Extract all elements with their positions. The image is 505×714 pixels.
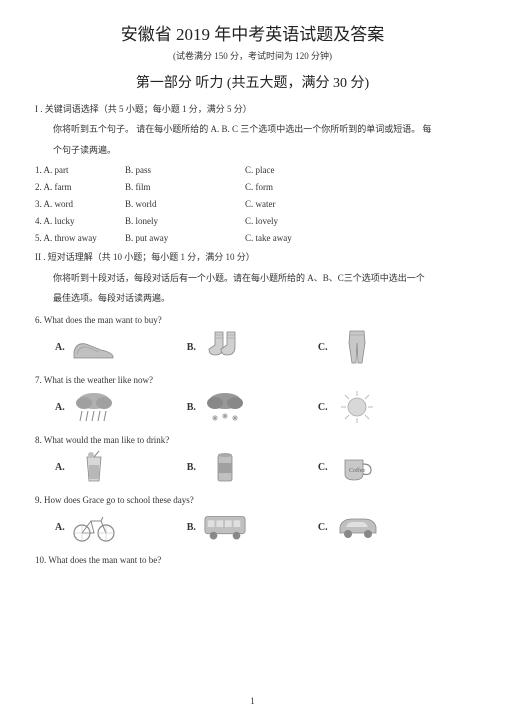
q6-a-letter: A. — [55, 342, 65, 353]
bus-icon — [202, 509, 248, 545]
q10-text: 10. What does the man want to be? — [35, 555, 470, 565]
q7-b-letter: B. — [187, 402, 196, 413]
q3-a: 3. A. word — [35, 199, 125, 209]
q2-b: B. film — [125, 182, 245, 192]
q8-a-letter: A. — [55, 462, 65, 473]
q8-opt-c: C. Coffee — [318, 449, 380, 485]
coffee-cup-icon: Coffee — [334, 449, 380, 485]
q6-text: 6. What does the man want to buy? — [35, 315, 470, 325]
q5-a: 5. A. throw away — [35, 233, 125, 243]
q5-c: C. take away — [245, 233, 365, 243]
document-subtitle: (试卷满分 150 分，考试时间为 120 分钟) — [35, 49, 470, 62]
q7-c-letter: C. — [318, 402, 328, 413]
q8-text: 8. What would the man like to drink? — [35, 435, 470, 445]
q5-b: B. put away — [125, 233, 245, 243]
snow-icon — [202, 389, 248, 425]
q4-b: B. lonely — [125, 216, 245, 226]
part1-label: I . 关键词语选择（共 5 小题；每小题 1 分，满分 5 分） — [35, 102, 470, 116]
q6-c-letter: C. — [318, 342, 328, 353]
q8-options: A. B. C. Coffee — [35, 449, 470, 485]
q2-a: 2. A. farm — [35, 182, 125, 192]
q9-options: A. B. C. — [35, 509, 470, 545]
q4-c: C. lovely — [245, 216, 365, 226]
q7-opt-b: B. — [187, 389, 248, 425]
juice-glass-icon — [71, 449, 117, 485]
q9-opt-c: C. — [318, 509, 380, 545]
q8-opt-a: A. — [55, 449, 117, 485]
q7-text: 7. What is the weather like now? — [35, 375, 470, 385]
q9-opt-a: A. — [55, 509, 117, 545]
section-title: 第一部分 听力 (共五大题，满分 30 分) — [35, 72, 470, 92]
q5-row: 5. A. throw away B. put away C. take awa… — [35, 233, 470, 243]
pants-icon — [334, 329, 380, 365]
socks-icon — [202, 329, 248, 365]
can-icon — [202, 449, 248, 485]
q6-opt-c: C. — [318, 329, 380, 365]
q1-b: B. pass — [125, 165, 245, 175]
q8-c-letter: C. — [318, 462, 328, 473]
part2-instruction-1: 你将听到十段对话，每段对话后有一个小题。请在每小题所给的 A、B、C三个选项中选… — [35, 271, 470, 285]
part2-instruction-2: 最佳选项。每段对话读两遍。 — [35, 291, 470, 305]
shoes-icon — [71, 329, 117, 365]
q6-opt-a: A. — [55, 329, 117, 365]
q4-row: 4. A. lucky B. lonely C. lovely — [35, 216, 470, 226]
q9-b-letter: B. — [187, 522, 196, 533]
q1-row: 1. A. part B. pass C. place — [35, 165, 470, 175]
q9-opt-b: B. — [187, 509, 248, 545]
part1-instruction-1: 你将听到五个句子。 请在每小题所给的 A. B. C 三个选项中选出一个你所听到… — [35, 122, 470, 136]
q8-opt-b: B. — [187, 449, 248, 485]
q9-text: 9. How does Grace go to school these day… — [35, 495, 470, 505]
q6-options: A. B. C. — [35, 329, 470, 365]
q7-a-letter: A. — [55, 402, 65, 413]
q7-opt-c: C. — [318, 389, 380, 425]
q8-b-letter: B. — [187, 462, 196, 473]
page-number: 1 — [0, 696, 505, 706]
q4-a: 4. A. lucky — [35, 216, 125, 226]
q3-b: B. world — [125, 199, 245, 209]
bicycle-icon — [71, 509, 117, 545]
q9-a-letter: A. — [55, 522, 65, 533]
q1-c: C. place — [245, 165, 365, 175]
q7-opt-a: A. — [55, 389, 117, 425]
q6-b-letter: B. — [187, 342, 196, 353]
q3-c: C. water — [245, 199, 365, 209]
document-title: 安徽省 2019 年中考英语试题及答案 — [35, 20, 470, 45]
rain-icon — [71, 389, 117, 425]
q9-c-letter: C. — [318, 522, 328, 533]
part1-instruction-2: 个句子读两遍。 — [35, 143, 470, 157]
q3-row: 3. A. word B. world C. water — [35, 199, 470, 209]
q6-opt-b: B. — [187, 329, 248, 365]
car-icon — [334, 509, 380, 545]
q1-a: 1. A. part — [35, 165, 125, 175]
svg-text:Coffee: Coffee — [349, 467, 366, 474]
q2-c: C. form — [245, 182, 365, 192]
q2-row: 2. A. farm B. film C. form — [35, 182, 470, 192]
q7-options: A. B. C. — [35, 389, 470, 425]
sun-icon — [334, 389, 380, 425]
part2-label: II . 短对话理解（共 10 小题；每小题 1 分，满分 10 分） — [35, 250, 470, 264]
